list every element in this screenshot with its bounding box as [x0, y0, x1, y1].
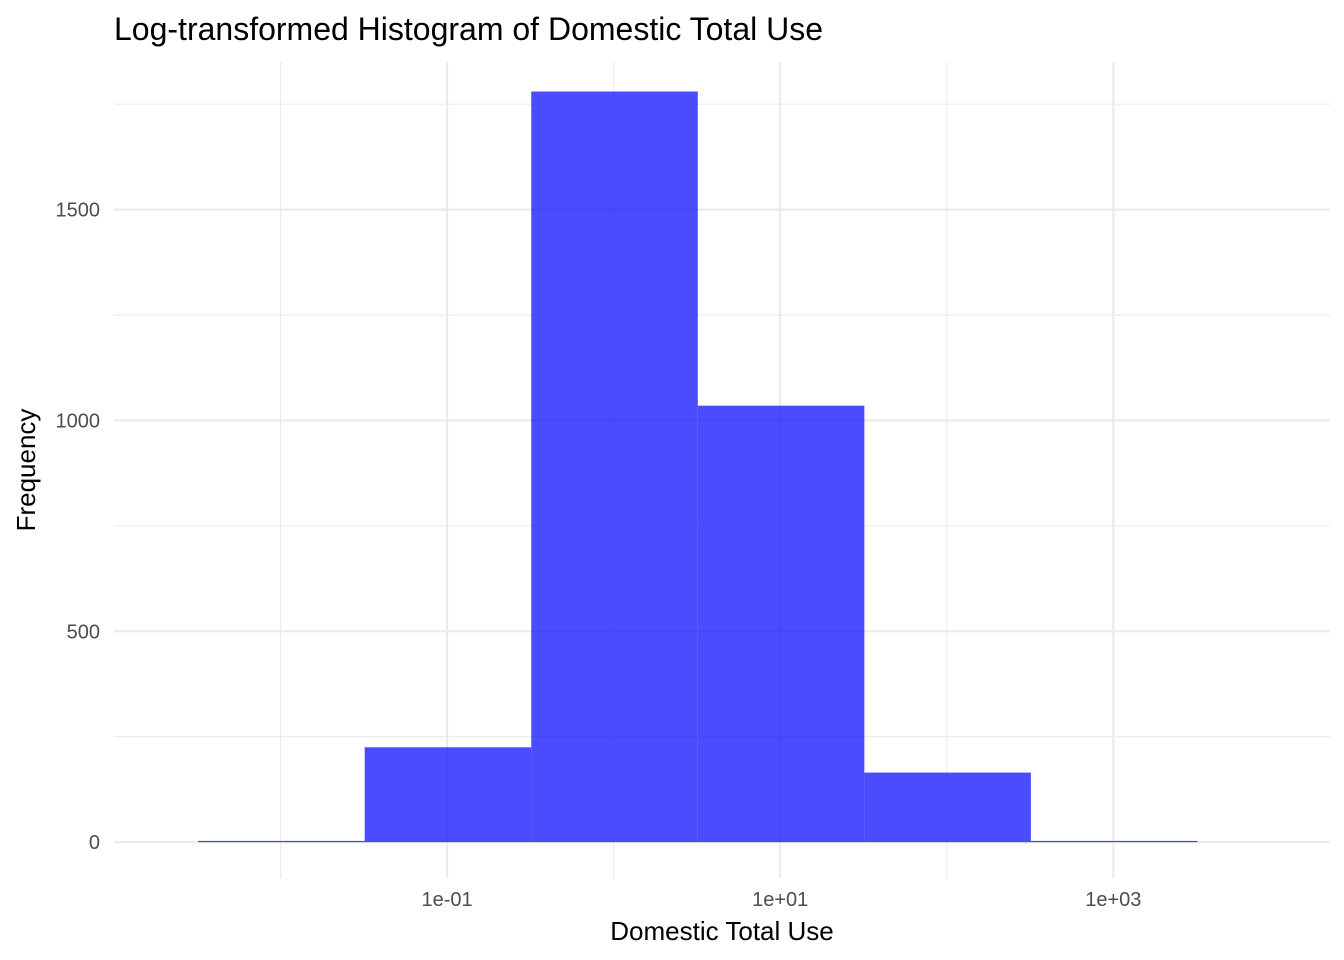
- y-tick-label: 0: [89, 832, 100, 854]
- x-tick-label: 1e-01: [422, 889, 473, 911]
- histogram-bar: [531, 91, 698, 843]
- y-axis-ticks: 0 500 1000 1500: [56, 200, 101, 855]
- x-tick-label: 1e+03: [1085, 889, 1141, 911]
- histogram-bar: [1030, 840, 1198, 843]
- x-axis-title: Domestic Total Use: [610, 916, 834, 946]
- histogram-bar: [864, 772, 1031, 843]
- y-tick-label: 1000: [56, 410, 101, 432]
- histogram-bar: [198, 840, 365, 843]
- histogram-bars: [198, 91, 1198, 843]
- y-tick-label: 500: [67, 621, 100, 643]
- histogram-bar: [364, 747, 532, 843]
- x-tick-label: 1e+01: [752, 889, 808, 911]
- chart-title: Log-transformed Histogram of Domestic To…: [114, 11, 823, 47]
- y-axis-title: Frequency: [11, 409, 41, 532]
- histogram-bar: [697, 405, 865, 843]
- y-tick-label: 1500: [56, 200, 101, 222]
- x-axis-ticks: 1e-01 1e+01 1e+03: [422, 889, 1142, 911]
